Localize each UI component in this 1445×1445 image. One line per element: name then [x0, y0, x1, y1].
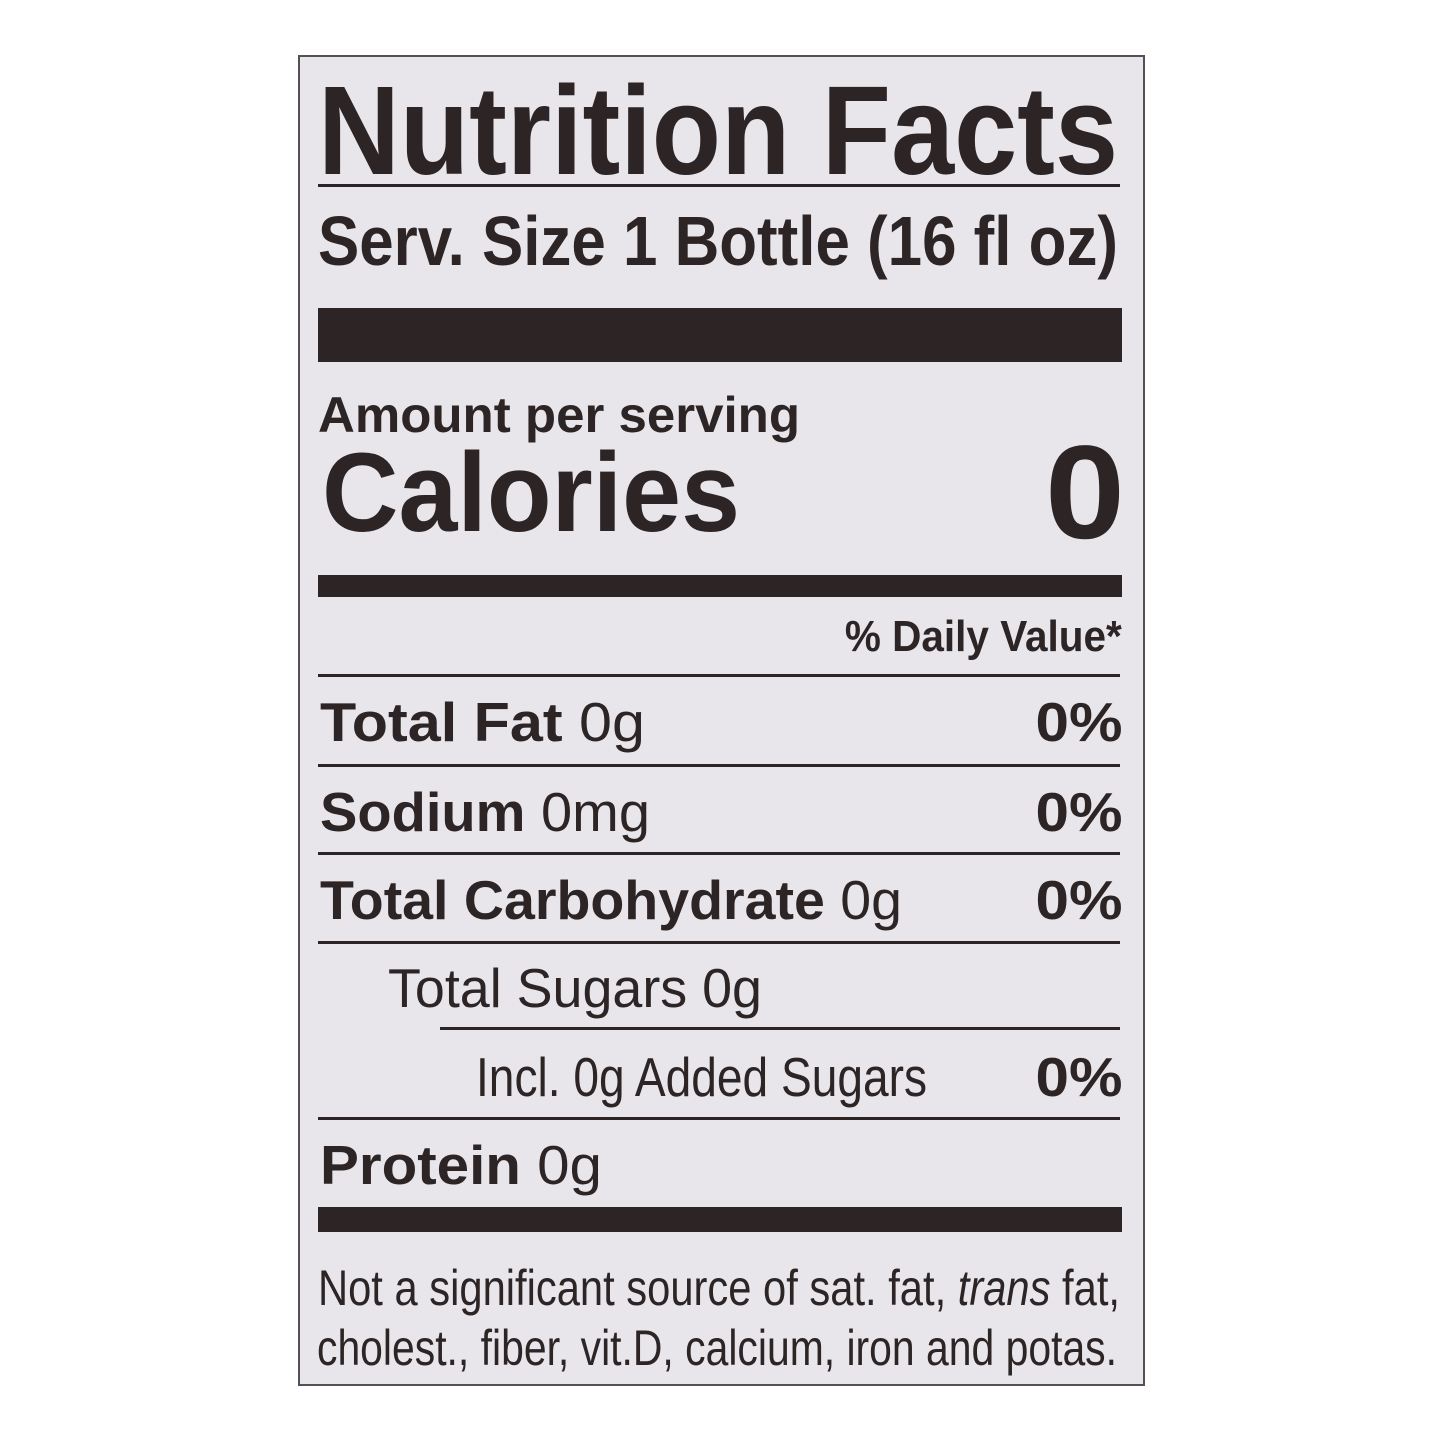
- nutrient-name: Total Carbohydrate: [320, 869, 825, 931]
- nutrition-facts-panel: [298, 55, 1145, 1386]
- nutrient-amount: 0mg: [541, 781, 650, 843]
- nutrient-dv: 0%: [1035, 869, 1122, 931]
- divider: [318, 184, 1120, 187]
- daily-value-header: % Daily Value*: [845, 612, 1122, 661]
- calories-label: Calories: [322, 430, 740, 555]
- title: Nutrition Facts: [318, 60, 1118, 201]
- divider: [318, 852, 1120, 855]
- medium-bar: [318, 575, 1122, 597]
- amount-per-serving: Amount per serving: [318, 387, 800, 443]
- nutrient-name: Sodium: [320, 781, 526, 843]
- nutrient-amount: 0g: [840, 869, 902, 931]
- footnote-line-2: cholest., fiber, vit.D, calcium, iron an…: [317, 1320, 1117, 1376]
- nutrient-dv: 0%: [1035, 781, 1122, 843]
- nutrient-row-sodium: Sodium 0mg: [320, 785, 650, 840]
- divider: [318, 674, 1120, 677]
- nutrient-name: Total Fat: [320, 691, 563, 753]
- divider: [440, 1027, 1120, 1030]
- nutrient-name: Protein: [320, 1134, 521, 1196]
- nutrient-amount: 0g: [537, 1134, 602, 1196]
- thick-bar: [318, 308, 1122, 362]
- thick-bar: [318, 1207, 1122, 1232]
- nutrient-dv: 0%: [1035, 1046, 1122, 1108]
- divider: [318, 1117, 1120, 1120]
- nutrient-dv: 0%: [1035, 691, 1122, 753]
- nutrient-row-total-sugars: Total Sugars 0g: [388, 957, 762, 1019]
- serving-size: Serv. Size 1 Bottle (16 fl oz): [318, 202, 1118, 280]
- nutrient-amount: 0g: [579, 691, 645, 753]
- calories-value: 0: [1045, 419, 1125, 567]
- nutrient-row-total-fat: Total Fat 0g: [320, 695, 645, 750]
- nutrient-row-protein: Protein 0g: [320, 1138, 602, 1193]
- footnote-line-1: Not a significant source of sat. fat, tr…: [318, 1263, 1120, 1313]
- divider: [318, 941, 1120, 944]
- footnote-text: fat,: [1050, 1260, 1120, 1316]
- divider: [318, 764, 1120, 767]
- footnote-text: Not a significant source of sat. fat,: [318, 1260, 958, 1316]
- footnote-italic: trans: [957, 1260, 1051, 1316]
- nutrient-row-total-carbohydrate: Total Carbohydrate 0g: [320, 873, 902, 928]
- nutrient-row-added-sugars: Incl. 0g Added Sugars: [476, 1046, 927, 1108]
